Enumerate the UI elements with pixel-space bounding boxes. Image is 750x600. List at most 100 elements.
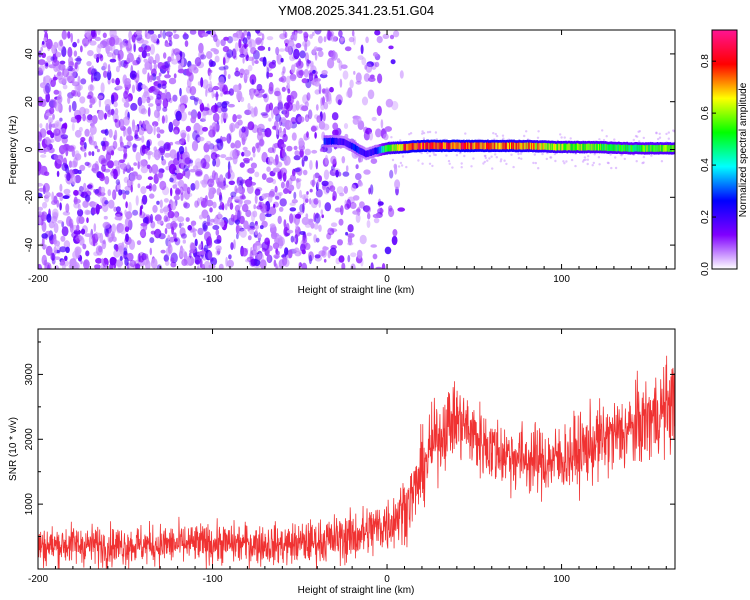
heatmap-noise-blob (270, 231, 278, 240)
heatmap-noise-blob (348, 36, 355, 43)
heatmap-noise-blob (164, 152, 171, 158)
heatmap-noise-blob (428, 162, 432, 165)
heatmap-noise-blob (82, 113, 86, 122)
heatmap-noise-blob (186, 186, 191, 195)
heatmap-ridge-cell (479, 142, 482, 150)
heatmap-noise-blob (375, 128, 382, 138)
heatmap-noise-blob (375, 266, 383, 269)
heatmap-noise-blob (164, 61, 171, 68)
heatmap-noise-blob (162, 65, 168, 69)
heatmap-noise-blob (74, 114, 82, 120)
heatmap-noise-blob (150, 230, 156, 235)
heatmap-noise-blob (145, 124, 152, 130)
heatmap-noise-blob (234, 140, 242, 149)
heatmap-noise-blob (422, 137, 426, 140)
heatmap-noise-blob (563, 136, 566, 139)
heatmap-noise-blob (44, 61, 49, 69)
heatmap-noise-blob (125, 211, 133, 220)
heatmap-ridge-cell (326, 138, 329, 145)
heatmap-noise-blob (276, 251, 280, 256)
heatmap-noise-blob (104, 112, 107, 120)
heatmap-noise-blob (240, 195, 247, 200)
heatmap-noise-blob (194, 180, 200, 190)
heatmap-noise-blob (50, 56, 55, 61)
heatmap-noise-blob (173, 129, 179, 135)
heatmap-ridge-cell (542, 143, 545, 150)
heatmap-noise-blob (59, 261, 64, 266)
heatmap-noise-blob (194, 259, 200, 265)
heatmap-ridge-cell (463, 142, 466, 150)
heatmap-ridge-cell (639, 145, 642, 152)
heatmap-noise-blob (89, 97, 96, 106)
heatmap-noise-blob (57, 70, 62, 77)
heatmap-noise-blob (107, 160, 114, 169)
heatmap-noise-blob (218, 194, 223, 203)
heatmap-noise-blob (100, 82, 105, 94)
heatmap-noise-blob (53, 89, 60, 95)
heatmap-noise-blob (101, 164, 106, 172)
heatmap-noise-blob (94, 231, 99, 240)
heatmap-noise-blob (372, 52, 379, 57)
heatmap-noise-blob (303, 155, 308, 162)
heatmap-noise-blob (145, 259, 151, 269)
heatmap-noise-blob (68, 104, 72, 113)
heatmap-noise-blob (40, 46, 43, 52)
heatmap-noise-blob (179, 222, 182, 229)
heatmap-noise-blob (82, 243, 87, 250)
heatmap-noise-blob (236, 90, 243, 101)
heatmap-noise-blob (116, 227, 122, 234)
heatmap-noise-blob (272, 242, 280, 250)
heatmap-ridge-cell (570, 143, 573, 151)
heatmap-noise-blob (232, 114, 237, 123)
heatmap-ridge-cell (539, 142, 542, 150)
heatmap-noise-blob (78, 235, 84, 241)
heatmap-ridge-cell (523, 142, 526, 150)
heatmap-noise-blob (156, 75, 161, 81)
heatmap-ridge-cell (511, 142, 513, 149)
heatmap-ridge-cell (522, 142, 525, 150)
heatmap-noise-blob (316, 115, 322, 123)
heatmap-ridge-cell (640, 145, 643, 152)
heatmap-ridge-cell (406, 143, 409, 151)
heatmap-ridge-cell (599, 143, 601, 151)
heatmap-noise-blob (170, 187, 173, 197)
heatmap-noise-blob (130, 180, 134, 187)
heatmap-ridge-cell (469, 142, 471, 150)
heatmap-noise-blob (484, 156, 487, 160)
heatmap-noise-blob (260, 203, 268, 213)
heatmap-noise-blob (613, 138, 616, 141)
heatmap-ridge-cell (629, 145, 632, 152)
heatmap-noise-blob (537, 130, 540, 133)
heatmap-noise-blob (227, 161, 231, 172)
heatmap-noise-blob (247, 56, 254, 61)
heatmap-noise-blob (245, 258, 251, 263)
heatmap-noise-blob (101, 258, 104, 265)
heatmap-noise-blob (323, 101, 329, 110)
heatmap-ridge-cell (371, 148, 374, 156)
heatmap-noise-blob (243, 220, 249, 230)
heatmap-ridge-cell (654, 145, 657, 152)
heatmap-noise-blob (45, 62, 49, 67)
heatmap-noise-blob (285, 43, 288, 47)
heatmap-noise-blob (392, 229, 398, 237)
heatmap-ridge-cell (411, 143, 414, 150)
heatmap-noise-blob (242, 157, 251, 162)
heatmap-noise-blob (221, 111, 228, 119)
heatmap-noise-blob (239, 162, 245, 168)
heatmap-noise-blob (338, 218, 344, 226)
heatmap-noise-blob (179, 247, 186, 258)
heatmap-noise-blob (136, 57, 141, 65)
heatmap-noise-blob (321, 214, 325, 219)
heatmap-noise-blob (59, 117, 63, 122)
heatmap-noise-blob (107, 189, 112, 197)
heatmap-noise-blob (345, 90, 352, 98)
heatmap-noise-blob (495, 134, 499, 138)
heatmap-noise-blob (277, 101, 284, 111)
heatmap-noise-blob (302, 236, 306, 246)
heatmap-noise-blob (293, 191, 297, 200)
heatmap-noise-blob (119, 224, 127, 235)
heatmap-noise-blob (210, 60, 216, 67)
heatmap-ridge-cell (328, 137, 331, 145)
heatmap-noise-blob (380, 119, 384, 129)
heatmap-noise-blob (182, 170, 186, 177)
